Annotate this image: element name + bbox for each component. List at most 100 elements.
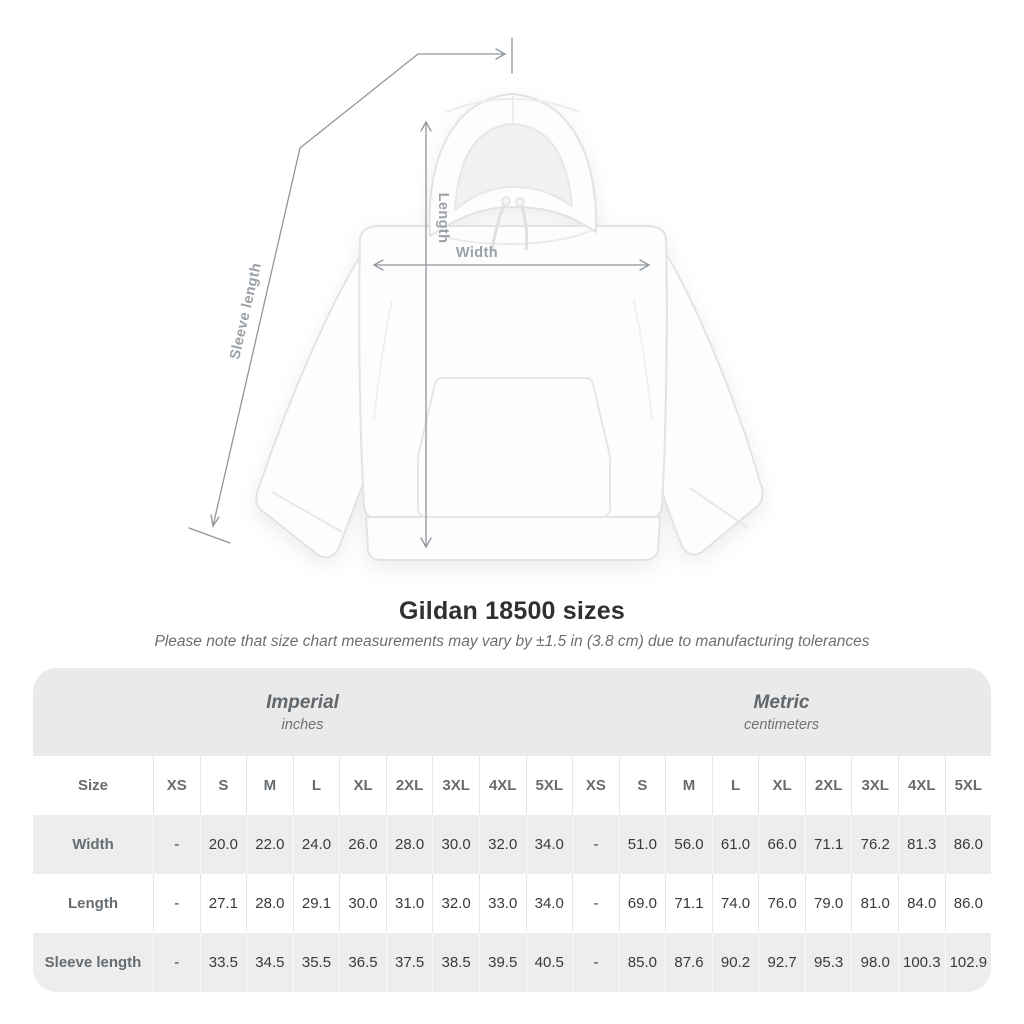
table-cell: 28.0 xyxy=(385,815,433,874)
table-cell: 2XL xyxy=(385,756,433,815)
table-cell: 34.0 xyxy=(525,815,573,874)
table-cell: 76.2 xyxy=(851,815,898,874)
table-cell: S xyxy=(199,756,247,815)
size-chart-table: Imperial inches Metric centimeters Size X… xyxy=(33,668,991,992)
metric-sublabel: centimeters xyxy=(744,716,819,733)
table-cell: 79.0 xyxy=(804,874,852,933)
table-cell: 34.5 xyxy=(246,933,293,992)
table-cell: 102.9 xyxy=(944,933,991,992)
table-cell: M xyxy=(665,756,712,815)
sleeve-length-arrow xyxy=(188,37,513,544)
table-cell: 56.0 xyxy=(665,815,712,874)
page-title: Gildan 18500 sizes xyxy=(399,597,625,625)
table-cell: 98.0 xyxy=(851,933,898,992)
row-label: Length xyxy=(68,895,118,912)
hoodie-illustration: Sleeve length Length Width xyxy=(188,37,764,561)
table-cell: 66.0 xyxy=(758,815,805,874)
size-column-header: Size xyxy=(77,777,108,794)
imperial-label: Imperial xyxy=(266,691,339,713)
table-cell: 95.3 xyxy=(804,933,852,992)
table-cell: 34.0 xyxy=(525,874,573,933)
table-cell: 92.7 xyxy=(758,933,805,992)
metric-unit-header: Metric centimeters xyxy=(572,668,991,756)
table-cell: 22.0 xyxy=(246,815,293,874)
table-cell: 39.5 xyxy=(478,933,526,992)
table-cell: 35.5 xyxy=(292,933,340,992)
table-row: Length -27.1 28.0 29.1 30.0 31.0 32.0 33.0 34.0-… xyxy=(33,874,991,933)
table-cell: M xyxy=(246,756,293,815)
row-label: Width xyxy=(72,836,114,853)
size-table-rows: Size XS S M L XL 2XL 3XL 4XL 5XL XS S M L XL 2XL 3XL 4XL 5… xyxy=(33,756,991,992)
row-label: Sleeve length xyxy=(44,954,142,971)
table-cell: 69.0 xyxy=(618,874,666,933)
table-cell: 61.0 xyxy=(711,815,759,874)
table-cell: 27.1 xyxy=(199,874,247,933)
table-cell: 29.1 xyxy=(292,874,340,933)
hoodie-image xyxy=(255,93,764,561)
table-cell: - xyxy=(153,933,200,992)
measurement-annotations xyxy=(188,37,651,549)
table-cell: 86.0 xyxy=(944,815,991,874)
length-arrow xyxy=(420,120,432,549)
table-cell: 71.1 xyxy=(665,874,712,933)
table-cell: 85.0 xyxy=(618,933,666,992)
table-cell: 37.5 xyxy=(385,933,433,992)
table-cell: 3XL xyxy=(851,756,898,815)
length-label: Length xyxy=(435,193,451,244)
width-label: Width xyxy=(456,245,498,261)
imperial-sublabel: inches xyxy=(281,716,324,733)
table-cell: 33.5 xyxy=(199,933,247,992)
table-cell: XS xyxy=(153,756,200,815)
table-cell: 40.5 xyxy=(525,933,573,992)
table-cell: S xyxy=(618,756,666,815)
table-cell: - xyxy=(153,815,200,874)
table-cell: 100.3 xyxy=(898,933,945,992)
table-cell: - xyxy=(572,933,619,992)
table-cell: 26.0 xyxy=(339,815,386,874)
table-cell: 90.2 xyxy=(711,933,759,992)
table-cell: L xyxy=(711,756,759,815)
table-cell: - xyxy=(572,815,619,874)
table-cell: 24.0 xyxy=(292,815,340,874)
table-cell: 38.5 xyxy=(432,933,479,992)
table-cell: 33.0 xyxy=(478,874,526,933)
hoodie-diagram: Sleeve length Length Width xyxy=(188,37,764,561)
metric-label: Metric xyxy=(753,691,810,713)
size-tolerance-note: Please note that size chart measurements… xyxy=(154,633,870,650)
width-arrow xyxy=(372,259,651,271)
table-cell: L xyxy=(292,756,340,815)
imperial-unit-header: Imperial inches xyxy=(33,668,572,756)
table-cell: 86.0 xyxy=(944,874,991,933)
table-cell: 4XL xyxy=(478,756,526,815)
table-cell: 5XL xyxy=(944,756,991,815)
table-cell: 30.0 xyxy=(339,874,386,933)
table-cell: XL xyxy=(339,756,386,815)
table-cell: 71.1 xyxy=(804,815,852,874)
sleeve-length-label: Sleeve length xyxy=(227,261,265,361)
table-row: Sleeve length -33.5 34.5 35.5 36.5 37.5 38.5 39… xyxy=(33,933,991,992)
table-cell: XS xyxy=(572,756,619,815)
table-cell: 2XL xyxy=(804,756,852,815)
table-cell: - xyxy=(153,874,200,933)
table-cell: 30.0 xyxy=(432,815,479,874)
table-cell: 84.0 xyxy=(898,874,945,933)
table-cell: 28.0 xyxy=(246,874,293,933)
table-cell: 3XL xyxy=(432,756,479,815)
table-cell: 51.0 xyxy=(618,815,666,874)
table-cell: 32.0 xyxy=(432,874,479,933)
table-row: Size XS S M L XL 2XL 3XL 4XL 5XL XS S M L XL 2XL 3XL 4XL 5… xyxy=(33,756,991,815)
table-cell: 76.0 xyxy=(758,874,805,933)
unit-header-band: Imperial inches Metric centimeters xyxy=(33,668,991,756)
table-cell: 87.6 xyxy=(665,933,712,992)
table-cell: 5XL xyxy=(525,756,573,815)
table-cell: 4XL xyxy=(898,756,945,815)
table-cell: 31.0 xyxy=(385,874,433,933)
table-cell: 81.3 xyxy=(898,815,945,874)
table-cell: 32.0 xyxy=(478,815,526,874)
table-cell: 20.0 xyxy=(199,815,247,874)
table-cell: - xyxy=(572,874,619,933)
table-cell: 36.5 xyxy=(339,933,386,992)
table-cell: XL xyxy=(758,756,805,815)
table-row: Width -20.0 22.0 24.0 26.0 28.0 30.0 32.0 34.0-5… xyxy=(33,815,991,874)
table-cell: 81.0 xyxy=(851,874,898,933)
